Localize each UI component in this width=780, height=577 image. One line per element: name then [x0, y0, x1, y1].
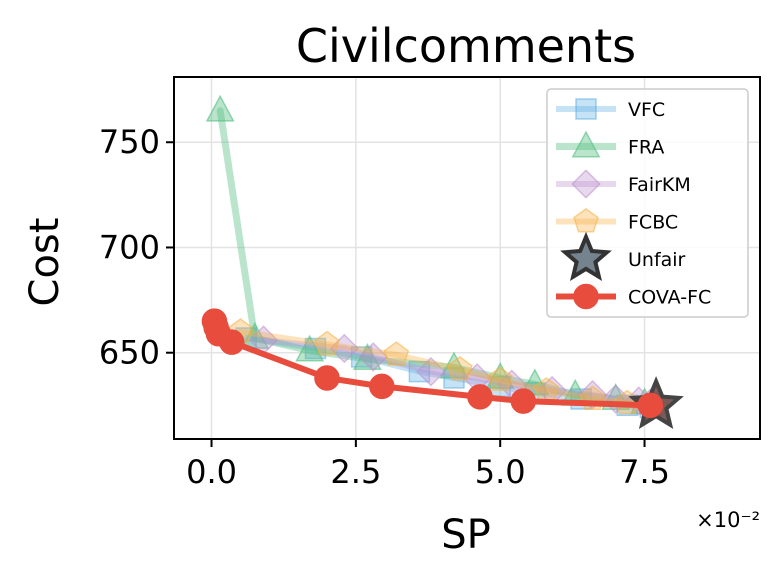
legend-label: COVA-FC — [628, 287, 711, 309]
legend-label: FairKM — [628, 174, 691, 196]
y-axis: 650 700 750 — [99, 123, 174, 372]
plot-frame — [173, 76, 761, 440]
legend-marker — [560, 231, 612, 282]
x-tick-label: 0.0 — [186, 453, 237, 491]
data-point — [408, 360, 431, 383]
y-tick-label: 650 — [99, 334, 160, 372]
data-point — [510, 388, 537, 414]
legend-marker — [571, 169, 601, 199]
legend-marker — [571, 130, 601, 158]
legend-marker — [573, 283, 599, 310]
x-tick-label: 2.5 — [330, 453, 381, 491]
legend-item-unfair: Unfair — [560, 231, 686, 282]
legend-frame — [546, 88, 749, 318]
data-point — [352, 343, 382, 370]
legend-item-fcbc: FCBC — [556, 207, 678, 234]
series-layer — [201, 94, 684, 429]
legend-label: FRA — [628, 137, 664, 159]
legend-item-vfc: VFC — [556, 98, 665, 121]
data-point — [637, 392, 664, 419]
legend: VFC FRA FairKM FCBC Unfair COVA-FC — [546, 88, 749, 318]
legend-item-fra: FRA — [556, 130, 664, 159]
data-point — [416, 356, 446, 387]
legend-marker — [575, 98, 597, 120]
data-point — [383, 341, 410, 366]
x-axis-label: SP — [441, 512, 491, 558]
legend-label: Unfair — [628, 249, 686, 271]
data-point — [487, 366, 514, 392]
legend-label: VFC — [628, 99, 665, 121]
data-point — [358, 342, 388, 372]
y-axis-label: Cost — [22, 218, 68, 307]
series-line — [216, 107, 649, 407]
legend-label: FCBC — [628, 212, 678, 234]
data-point — [329, 333, 360, 364]
data-point — [205, 94, 235, 122]
data-point — [295, 334, 325, 362]
data-point — [314, 365, 340, 391]
series-cova-fc — [201, 308, 664, 419]
y-tick-label: 700 — [99, 228, 160, 266]
legend-item-cova-fc: COVA-FC — [556, 283, 711, 310]
legend-item-fairkm: FairKM — [556, 169, 691, 199]
y-tick-label: 750 — [99, 123, 160, 161]
x-tick-label: 7.5 — [619, 453, 670, 491]
data-point — [369, 373, 395, 400]
x-tick-label: 5.0 — [475, 453, 526, 491]
series-line — [260, 337, 654, 407]
data-point — [467, 384, 493, 410]
x-axis-multiplier: ×10⁻² — [696, 508, 760, 532]
data-point — [218, 329, 245, 355]
chart-title: Civilcomments — [296, 19, 636, 73]
data-point — [446, 355, 473, 381]
legend-marker — [573, 207, 599, 233]
x-axis: 0.0 2.5 5.0 7.5 — [186, 439, 670, 491]
data-point — [314, 330, 340, 356]
